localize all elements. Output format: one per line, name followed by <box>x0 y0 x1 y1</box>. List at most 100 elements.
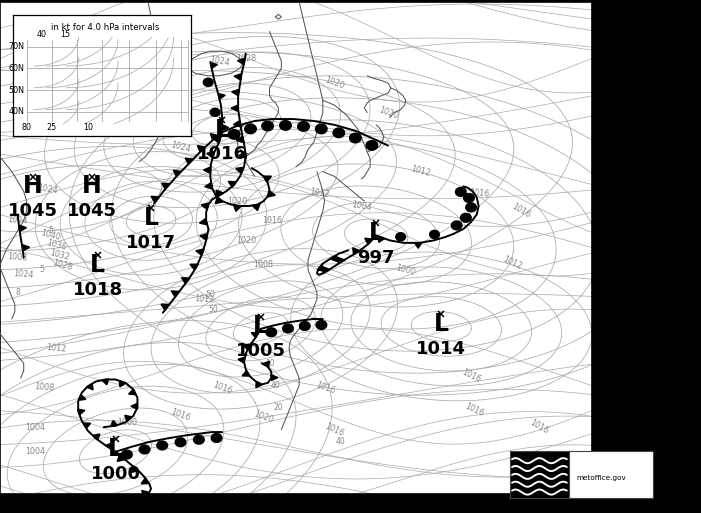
Text: in kt for 4.0 hPa intervals: in kt for 4.0 hPa intervals <box>51 23 160 32</box>
Text: 1040: 1040 <box>39 229 61 243</box>
Text: 1024: 1024 <box>208 55 230 67</box>
Polygon shape <box>213 137 221 143</box>
Circle shape <box>299 322 310 330</box>
Polygon shape <box>142 490 149 497</box>
Circle shape <box>333 128 345 137</box>
Text: 1020: 1020 <box>236 236 256 245</box>
Text: 1020: 1020 <box>252 410 275 425</box>
Text: 997: 997 <box>358 249 395 267</box>
Text: 1020: 1020 <box>377 105 399 121</box>
Text: 1012: 1012 <box>409 165 431 179</box>
Polygon shape <box>173 170 182 176</box>
Text: 1016: 1016 <box>324 421 346 438</box>
Circle shape <box>298 122 309 131</box>
Polygon shape <box>330 255 337 262</box>
Polygon shape <box>353 248 360 254</box>
Text: 25: 25 <box>47 123 57 132</box>
Polygon shape <box>171 291 179 297</box>
Text: 1016: 1016 <box>528 418 550 436</box>
Polygon shape <box>79 394 86 400</box>
Circle shape <box>193 435 204 444</box>
Text: 1014: 1014 <box>416 340 466 358</box>
Circle shape <box>396 233 406 241</box>
Text: 50: 50 <box>205 290 215 299</box>
Polygon shape <box>218 93 225 99</box>
Circle shape <box>463 193 475 202</box>
Polygon shape <box>234 74 242 80</box>
Text: 1036: 1036 <box>46 239 67 252</box>
Polygon shape <box>365 238 373 244</box>
Polygon shape <box>236 167 244 173</box>
Circle shape <box>157 441 168 450</box>
Text: 8: 8 <box>15 287 20 297</box>
Polygon shape <box>151 196 159 202</box>
Circle shape <box>280 121 291 130</box>
Text: 1008: 1008 <box>8 252 28 263</box>
Text: H: H <box>22 174 43 199</box>
Circle shape <box>266 328 277 337</box>
Polygon shape <box>322 266 329 273</box>
Polygon shape <box>243 344 250 350</box>
Circle shape <box>121 450 132 459</box>
Circle shape <box>245 124 257 134</box>
Circle shape <box>175 438 186 447</box>
Polygon shape <box>243 371 250 376</box>
Polygon shape <box>131 403 137 409</box>
Text: 1012: 1012 <box>194 294 215 305</box>
Text: 1016: 1016 <box>211 380 233 396</box>
Text: 10: 10 <box>265 359 274 368</box>
Text: 40: 40 <box>36 30 46 39</box>
Text: 1005: 1005 <box>236 342 285 360</box>
Circle shape <box>210 108 220 116</box>
Text: 1018: 1018 <box>73 281 123 299</box>
Text: 1045: 1045 <box>8 202 57 220</box>
Polygon shape <box>182 278 189 284</box>
Polygon shape <box>207 151 215 158</box>
Circle shape <box>461 213 471 222</box>
Polygon shape <box>231 105 238 111</box>
Polygon shape <box>210 134 218 140</box>
Text: L: L <box>144 206 158 230</box>
Polygon shape <box>102 379 109 385</box>
Circle shape <box>203 78 213 86</box>
Text: 1020: 1020 <box>227 196 247 206</box>
Text: L: L <box>434 312 449 336</box>
Polygon shape <box>128 389 136 395</box>
Polygon shape <box>119 381 125 387</box>
Circle shape <box>139 445 150 454</box>
Text: L: L <box>369 221 383 245</box>
Text: 5: 5 <box>48 226 53 235</box>
Text: 50N: 50N <box>8 86 25 94</box>
Text: 1012: 1012 <box>46 343 67 354</box>
Text: 1004: 1004 <box>350 200 372 212</box>
Polygon shape <box>337 257 344 264</box>
Polygon shape <box>83 423 90 428</box>
Polygon shape <box>93 434 100 440</box>
Text: 5: 5 <box>39 265 44 274</box>
Text: 10: 10 <box>83 123 93 132</box>
Polygon shape <box>198 146 205 152</box>
Text: 1020: 1020 <box>324 75 346 91</box>
Text: 80: 80 <box>22 123 32 132</box>
Text: 15: 15 <box>60 30 70 39</box>
Polygon shape <box>414 243 422 248</box>
Polygon shape <box>215 197 223 204</box>
Text: 1028: 1028 <box>51 258 73 272</box>
Polygon shape <box>161 304 169 310</box>
Text: metoffice.gov: metoffice.gov <box>576 475 626 481</box>
Polygon shape <box>264 176 271 182</box>
Circle shape <box>211 433 222 442</box>
Text: 1032: 1032 <box>48 248 70 262</box>
Text: 60N: 60N <box>8 64 25 73</box>
Polygon shape <box>141 478 149 484</box>
Text: 40N: 40N <box>8 107 25 116</box>
Text: 1016: 1016 <box>510 202 532 220</box>
Text: 1016: 1016 <box>460 367 482 384</box>
Text: H: H <box>82 174 102 199</box>
Polygon shape <box>185 158 193 164</box>
Polygon shape <box>231 89 239 96</box>
Circle shape <box>430 230 440 239</box>
Polygon shape <box>222 125 229 130</box>
Circle shape <box>261 121 273 131</box>
Text: 1024: 1024 <box>13 269 34 280</box>
